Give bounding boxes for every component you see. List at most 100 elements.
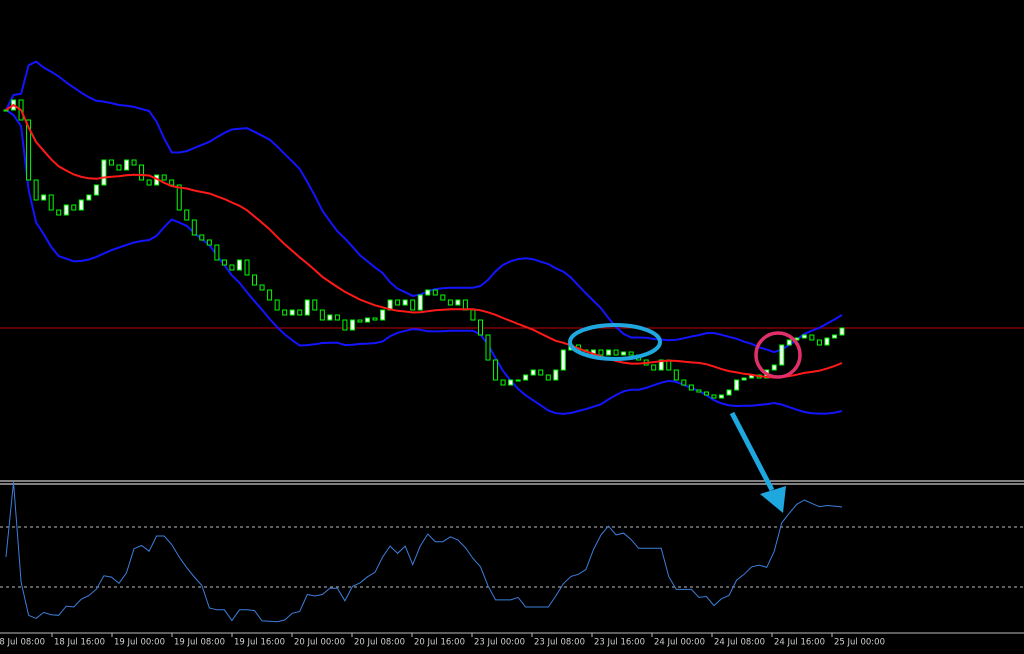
candle-body [116, 164, 122, 171]
lower-band [5, 109, 843, 415]
candle-body [327, 314, 333, 321]
candle-body [244, 259, 250, 276]
candle-body [229, 264, 235, 271]
candle-body [447, 299, 453, 306]
candle-body [530, 369, 536, 376]
candle-body [146, 179, 152, 186]
arrow-shaft [729, 411, 775, 492]
candle-body [703, 391, 709, 396]
candle-body [718, 394, 724, 399]
candle-body [839, 327, 845, 336]
candle-body [48, 194, 54, 211]
candle-body [786, 339, 792, 346]
candle-body [319, 309, 325, 321]
candle-body [71, 204, 77, 211]
candle-body [108, 159, 114, 166]
candle-body [628, 351, 634, 356]
candle-body [417, 294, 423, 311]
x-tick-label: 23 Jul 08:00 [534, 638, 585, 648]
x-tick-label: 20 Jul 16:00 [414, 638, 465, 648]
time-labels: 18 Jul 08:00 18 Jul 16:00 19 Jul 00:00 19 J… [0, 633, 885, 648]
candle-body [372, 317, 378, 321]
x-tick-label: 19 Jul 08:00 [174, 638, 225, 648]
x-tick-label: 18 Jul 16:00 [54, 638, 105, 648]
candle-body [673, 369, 679, 381]
candle-body [169, 179, 175, 186]
candle-body [734, 379, 740, 391]
candle-body [304, 299, 310, 316]
candle-body [613, 349, 619, 356]
candle-body [184, 209, 190, 221]
oscillator-line [5, 481, 843, 623]
candle-body [455, 299, 461, 306]
candle-body [500, 379, 506, 386]
candle-body [86, 194, 92, 201]
oscillator-panel [5, 481, 843, 623]
candle-body [236, 259, 242, 271]
candle-body [161, 174, 167, 181]
candle-body [176, 184, 182, 211]
arrow-head [760, 486, 786, 513]
candle-body [259, 284, 265, 291]
candle-body [538, 369, 544, 376]
candle-body [357, 319, 363, 323]
candle-body [289, 309, 295, 316]
candle-body [621, 351, 627, 356]
candle-body [101, 159, 107, 186]
candle-body [801, 334, 807, 339]
candle-body [477, 319, 483, 336]
candle-body [425, 289, 431, 296]
candle-body [553, 369, 559, 381]
price-panel [0, 60, 1024, 415]
candle-body [365, 317, 371, 323]
candle-body [688, 384, 694, 391]
candle-body [402, 299, 408, 306]
candle-body [658, 359, 664, 371]
candle-body [206, 239, 212, 246]
x-tick-label: 20 Jul 00:00 [294, 638, 345, 648]
candle-body [816, 339, 822, 346]
candle-body [493, 359, 499, 381]
candle-body [93, 184, 99, 196]
candle-body [334, 314, 340, 321]
candle-body [139, 164, 145, 181]
candle-body [809, 334, 815, 341]
candle-body [410, 299, 416, 311]
x-tick-label: 19 Jul 00:00 [114, 638, 165, 648]
candle-body [831, 334, 837, 339]
candle-body [312, 299, 318, 311]
candle-body [78, 199, 84, 211]
candle-body [741, 377, 747, 381]
x-tick-label: 24 Jul 00:00 [654, 638, 705, 648]
candle-body [470, 309, 476, 321]
candle-body [598, 349, 604, 356]
candle-body [342, 319, 348, 331]
highlight-ellipse [568, 323, 662, 361]
candle-body [545, 374, 551, 381]
highlight-circle [754, 331, 802, 379]
candle-body [508, 379, 514, 386]
candle-body [380, 309, 386, 321]
candle-body [726, 389, 732, 396]
candle-body [131, 159, 137, 166]
x-tick-label: 23 Jul 00:00 [474, 638, 525, 648]
x-tick-label: 24 Jul 16:00 [774, 638, 825, 648]
candle-body [485, 334, 491, 361]
candle-body [191, 219, 197, 236]
x-tick-label: 24 Jul 08:00 [714, 638, 765, 648]
candle-body [523, 374, 529, 381]
x-tick-label: 19 Jul 16:00 [234, 638, 285, 648]
candle-body [282, 309, 288, 316]
upper-band [5, 60, 843, 354]
moving-average [5, 103, 843, 379]
candle-body [252, 274, 258, 286]
candle-body [26, 119, 32, 181]
candle-body [395, 299, 401, 306]
candle-body [515, 379, 521, 382]
candle-body [349, 319, 355, 331]
candle-body [771, 364, 777, 371]
candle-body [274, 299, 280, 311]
x-tick-label: 18 Jul 08:00 [0, 638, 45, 648]
